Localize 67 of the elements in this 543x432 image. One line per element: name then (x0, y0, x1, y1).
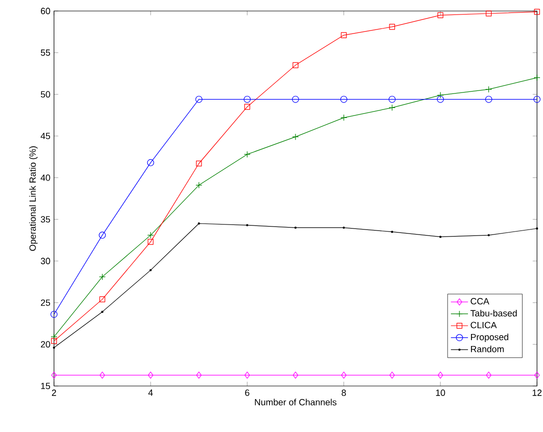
point (534, 74, 540, 81)
point (486, 372, 492, 379)
point (292, 62, 298, 68)
x-tick-label: 10 (436, 390, 446, 396)
y-tick-label: 50 (40, 91, 50, 98)
point (340, 114, 348, 121)
point (244, 96, 251, 103)
point (98, 232, 106, 239)
point (196, 182, 202, 188)
point (147, 159, 154, 166)
point (244, 104, 250, 110)
point (148, 372, 154, 379)
x-axis-title: Number of Channels (254, 398, 336, 406)
point (388, 96, 396, 103)
y-tick-label: 55 (40, 50, 50, 56)
point (438, 12, 444, 18)
point (292, 372, 298, 379)
x-tick-label: 4 (148, 390, 153, 396)
point (51, 372, 57, 379)
y-tick-label: 60 (40, 8, 50, 14)
point (99, 296, 106, 302)
point (534, 372, 540, 379)
point (50, 310, 58, 318)
point (340, 32, 347, 38)
y-axis-title: Operational Link Ratio (%) (29, 146, 38, 251)
x-tick-label: 8 (342, 390, 346, 396)
point (99, 274, 106, 280)
point (486, 10, 492, 16)
point (534, 8, 540, 15)
y-tick-label: 20 (40, 341, 50, 348)
point (292, 134, 299, 140)
point (148, 238, 154, 245)
point (244, 372, 250, 379)
y-tick-label: 40 (40, 174, 50, 181)
legend-label: Proposed (471, 334, 508, 342)
point (147, 232, 154, 238)
x-tick-label: 2 (52, 390, 56, 396)
point (292, 96, 299, 103)
point (196, 160, 202, 166)
y-tick-label: 15 (41, 382, 50, 390)
point (340, 96, 348, 103)
x-tick-label: 6 (245, 390, 250, 396)
legend-label: CLICA (470, 322, 497, 328)
legend-label: CCA (470, 298, 490, 304)
point (438, 372, 444, 379)
legend-label: Tabu-based (470, 310, 517, 316)
point (437, 92, 444, 98)
point (50, 334, 58, 340)
point (341, 372, 347, 379)
y-tick-label: 35 (40, 216, 50, 223)
y-tick-label: 25 (40, 299, 50, 306)
point (485, 86, 492, 93)
point (485, 96, 492, 103)
x-tick-label: 12 (532, 390, 542, 396)
point (51, 338, 57, 344)
point (436, 96, 444, 103)
point (389, 24, 396, 30)
point (534, 96, 541, 103)
point (244, 151, 250, 158)
point (389, 372, 395, 379)
legend-label: Random (471, 346, 504, 352)
point (195, 96, 202, 103)
y-tick-label: 45 (40, 132, 50, 140)
point (388, 104, 396, 111)
point (196, 372, 202, 379)
y-tick-label: 30 (40, 258, 50, 264)
point (100, 372, 105, 379)
